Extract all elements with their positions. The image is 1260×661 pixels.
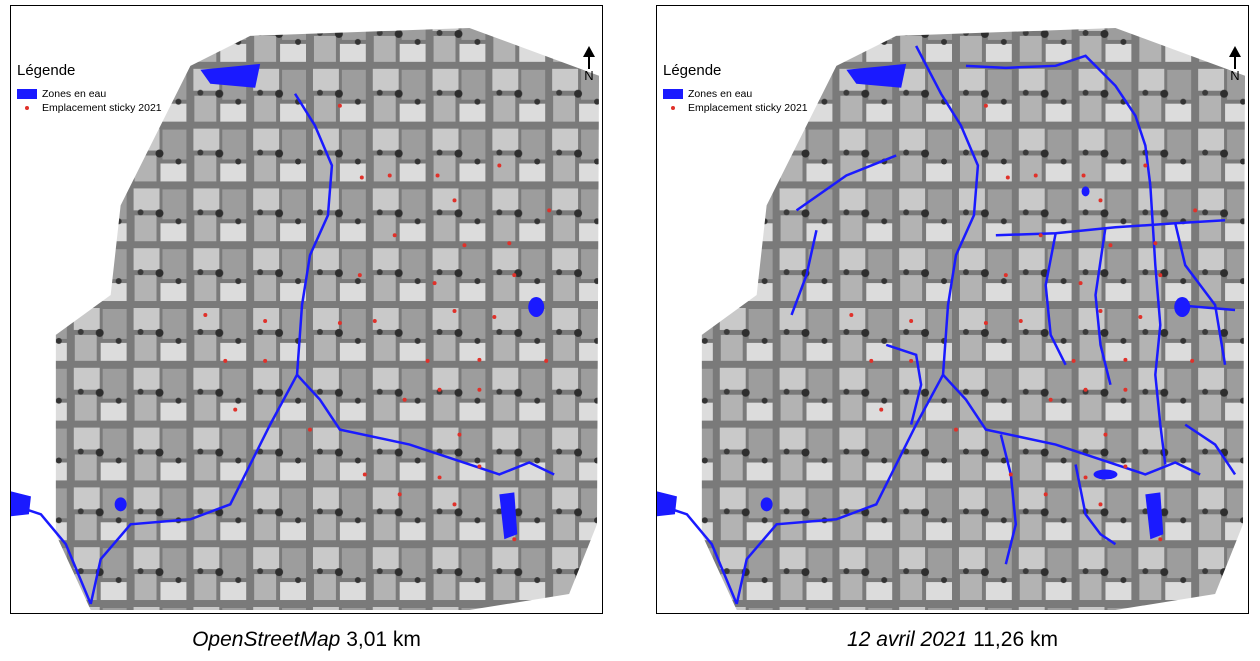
- water-zones: [657, 63, 1191, 540]
- caption-source: 12 avril 2021: [847, 628, 968, 651]
- legend-item-sticky: Emplacement sticky 2021: [17, 101, 162, 115]
- map-canvas: [657, 27, 1246, 610]
- north-label: N: [584, 68, 594, 83]
- sticky-locations: [849, 103, 1198, 542]
- north-label: N: [1230, 68, 1240, 83]
- legend-item-water: Zones en eau: [17, 87, 162, 101]
- legend-label: Zones en eau: [42, 88, 107, 100]
- sticky-locations: [203, 103, 552, 542]
- caption-april-2021: 12 avril 2021 11,26 km: [656, 628, 1249, 652]
- orthophoto-area: [55, 27, 600, 610]
- dot-swatch-icon: [17, 103, 37, 113]
- caption-length: 3,01 km: [346, 628, 421, 651]
- north-arrow: N: [1228, 46, 1242, 82]
- map-panel-openstreetmap: Légende Zones en eau Emplacement sticky …: [10, 5, 603, 614]
- legend-item-water: Zones en eau: [663, 87, 808, 101]
- caption-length: 11,26 km: [973, 628, 1058, 651]
- map-canvas: [11, 27, 600, 610]
- legend-label: Emplacement sticky 2021: [688, 102, 808, 114]
- caption-openstreetmap: OpenStreetMap 3,01 km: [10, 628, 603, 652]
- north-arrow: N: [582, 46, 596, 82]
- legend-title: Légende: [17, 62, 76, 79]
- orthophoto-area: [701, 27, 1246, 610]
- map-legend: Légende Zones en eau Emplacement sticky …: [17, 62, 162, 115]
- water-zones: [11, 63, 545, 540]
- legend-label: Zones en eau: [688, 88, 753, 100]
- north-arrow-icon: [583, 46, 595, 57]
- water-swatch-icon: [17, 89, 37, 99]
- north-arrow-icon: [1229, 46, 1241, 57]
- water-swatch-icon: [663, 89, 683, 99]
- legend-item-sticky: Emplacement sticky 2021: [663, 101, 808, 115]
- legend-title: Légende: [663, 62, 722, 79]
- map-panel-april-2021: Légende Zones en eau Emplacement sticky …: [656, 5, 1249, 614]
- legend-label: Emplacement sticky 2021: [42, 102, 162, 114]
- caption-source: OpenStreetMap: [192, 628, 341, 651]
- dot-swatch-icon: [663, 103, 683, 113]
- map-legend: Légende Zones en eau Emplacement sticky …: [663, 62, 808, 115]
